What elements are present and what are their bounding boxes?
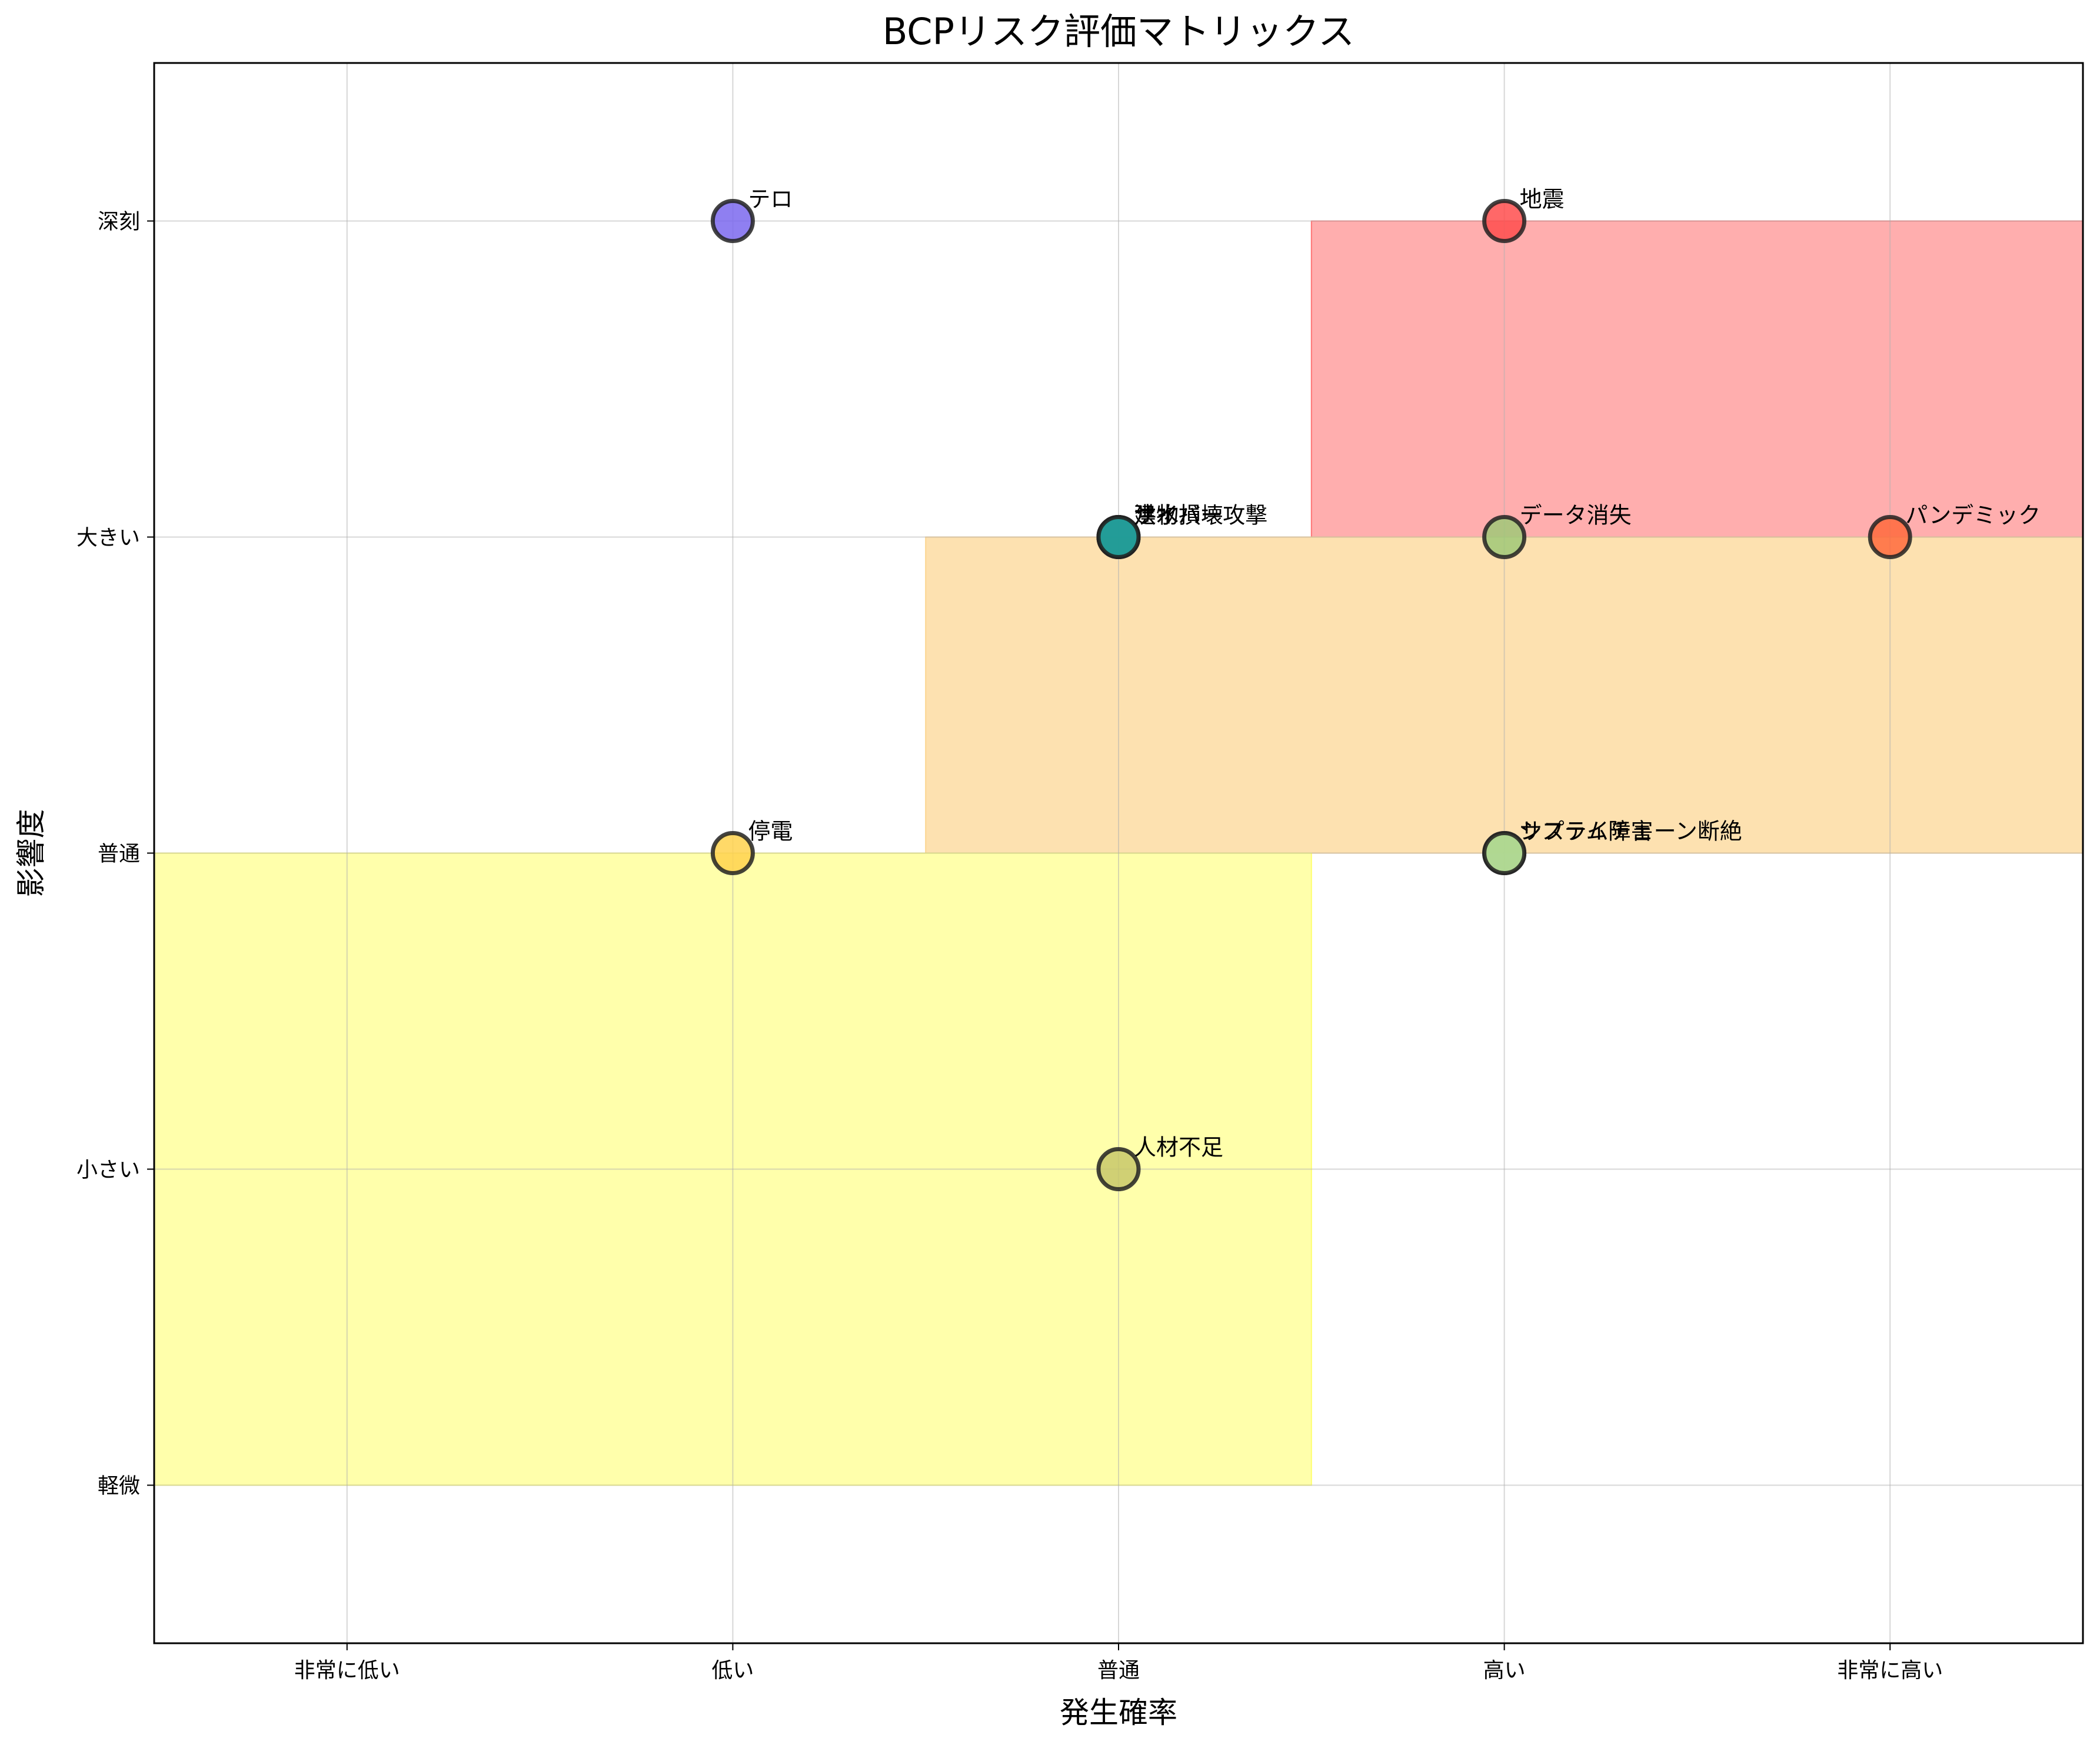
high-risk-zone xyxy=(1310,220,2084,538)
x-tick-label: 非常に低い xyxy=(294,1659,400,1683)
risk-point-label: 洪水 xyxy=(1134,503,1179,529)
risk-point xyxy=(710,831,755,875)
risk-point-label: サイバー攻撃 xyxy=(1134,503,1267,529)
risk-point-label: 地震 xyxy=(1520,187,1565,212)
risk-points xyxy=(710,199,1912,1191)
risk-point xyxy=(1096,515,1141,559)
risk-point-label: システム障害 xyxy=(1520,819,1653,845)
x-axis-title: 発生確率 xyxy=(1060,1696,1177,1730)
chart-title: BCPリスク評価マトリックス xyxy=(883,10,1354,53)
risk-point xyxy=(1482,831,1527,875)
x-tick-label: 普通 xyxy=(1097,1659,1140,1683)
y-tick-label: 大きい xyxy=(76,526,140,550)
risk-point-label: データ消失 xyxy=(1520,503,1632,529)
risk-point-label: サプライチェーン断絶 xyxy=(1520,819,1742,845)
y-tick-label: 軽微 xyxy=(98,1474,140,1498)
x-tick-label: 低い xyxy=(711,1659,754,1683)
risk-point-label: 建物損壊 xyxy=(1134,503,1223,529)
risk-point xyxy=(1868,515,1912,559)
y-tick-label: 普通 xyxy=(98,842,140,866)
risk-point-label: パンデミック xyxy=(1905,503,2041,529)
y-tick-label: 小さい xyxy=(76,1158,140,1182)
x-tick-label: 高い xyxy=(1483,1659,1526,1683)
y-axis-title: 影響度 xyxy=(14,809,48,898)
risk-point xyxy=(1482,199,1527,243)
risk-point-label: 人材不足 xyxy=(1134,1135,1223,1161)
risk-point xyxy=(710,199,755,243)
x-tick-label: 非常に高い xyxy=(1837,1659,1943,1683)
risk-point xyxy=(1482,515,1527,559)
risk-point-label: 停電 xyxy=(748,819,793,845)
risk-point xyxy=(1096,1147,1141,1191)
y-tick-label: 深刻 xyxy=(98,210,140,234)
risk-point-label: テロ xyxy=(748,187,793,212)
